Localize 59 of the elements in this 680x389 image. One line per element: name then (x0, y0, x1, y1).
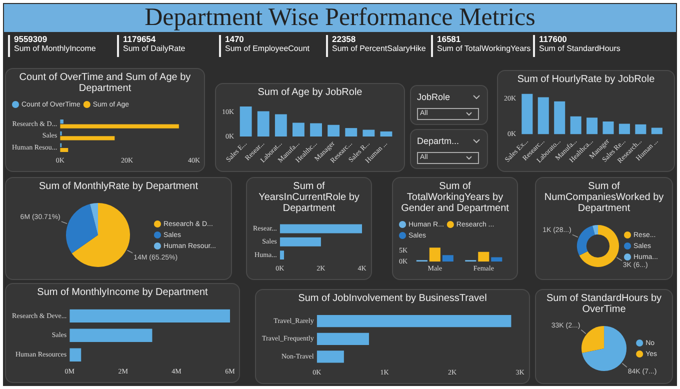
bar (362, 130, 375, 137)
bar (257, 111, 270, 137)
bar (316, 315, 512, 328)
bar (635, 124, 646, 134)
bar (274, 114, 287, 137)
chart-title: Sum of TotalWorkingYears by Gender and Department (400, 180, 510, 215)
bar (60, 124, 179, 128)
chart-title: Sum of MonthlyIncome by Department (36, 286, 209, 299)
chart-title: Sum of Age by JobRole (256, 86, 364, 99)
data-label: 117600 (539, 34, 568, 44)
bar (280, 250, 284, 260)
bar (570, 116, 582, 134)
bar (292, 122, 304, 137)
category-label: Sum of PercentSalaryHike (332, 44, 426, 53)
bar (651, 128, 662, 134)
chart-title: Sum of StandardHours by OverTime (545, 292, 663, 316)
data-label: 16581 (437, 34, 462, 44)
text: Departm... (417, 136, 460, 146)
bar (618, 124, 630, 134)
data-label: 1470 (225, 34, 245, 44)
category-label: Sum of EmployeeCount (225, 44, 310, 53)
bar (316, 332, 369, 345)
category-label: Sum of DailyRate (123, 44, 186, 53)
bar (280, 224, 362, 234)
bar (70, 309, 230, 323)
chart-title: Sum of YearsInCurrentRole by Department (258, 180, 360, 215)
text: Department Wise Performance Metrics (4, 4, 676, 32)
bar (310, 123, 322, 137)
bar (491, 257, 502, 262)
bar (60, 148, 68, 152)
bar (70, 328, 152, 342)
bar (345, 128, 358, 137)
bar (280, 237, 321, 246)
data-label: 1179654 (123, 34, 157, 44)
bar (442, 255, 454, 262)
bar (380, 131, 392, 137)
bar (538, 97, 549, 134)
bar (328, 124, 340, 137)
bar (554, 101, 566, 134)
chart-title: Sum of HourlyRate by JobRole (516, 73, 656, 86)
chart-title: Sum of MonthlyRate by Department (38, 180, 199, 193)
bar (240, 106, 252, 137)
category-label: Sum of StandardHours (539, 44, 620, 53)
category-label: Sum of TotalWorkingYears (437, 44, 531, 53)
bar (522, 94, 533, 134)
data-label: 22358 (332, 34, 357, 44)
text: JobRole (417, 92, 450, 102)
chart-title: Sum of JobInvolvement by BusinessTravel (297, 292, 488, 305)
chart-title: Count of OverTime and Sum of Age by Department (18, 71, 192, 95)
data-label: 9559309 (14, 34, 48, 44)
bar (602, 122, 614, 134)
bar (70, 348, 82, 362)
chart-title: Sum of NumCompaniesWorked by Department (543, 180, 665, 215)
category-label: Sum of MonthlyIncome (14, 44, 96, 53)
bar (60, 136, 115, 140)
bar (478, 252, 490, 262)
bar (429, 248, 440, 262)
bar (586, 118, 598, 134)
bar (316, 350, 344, 363)
